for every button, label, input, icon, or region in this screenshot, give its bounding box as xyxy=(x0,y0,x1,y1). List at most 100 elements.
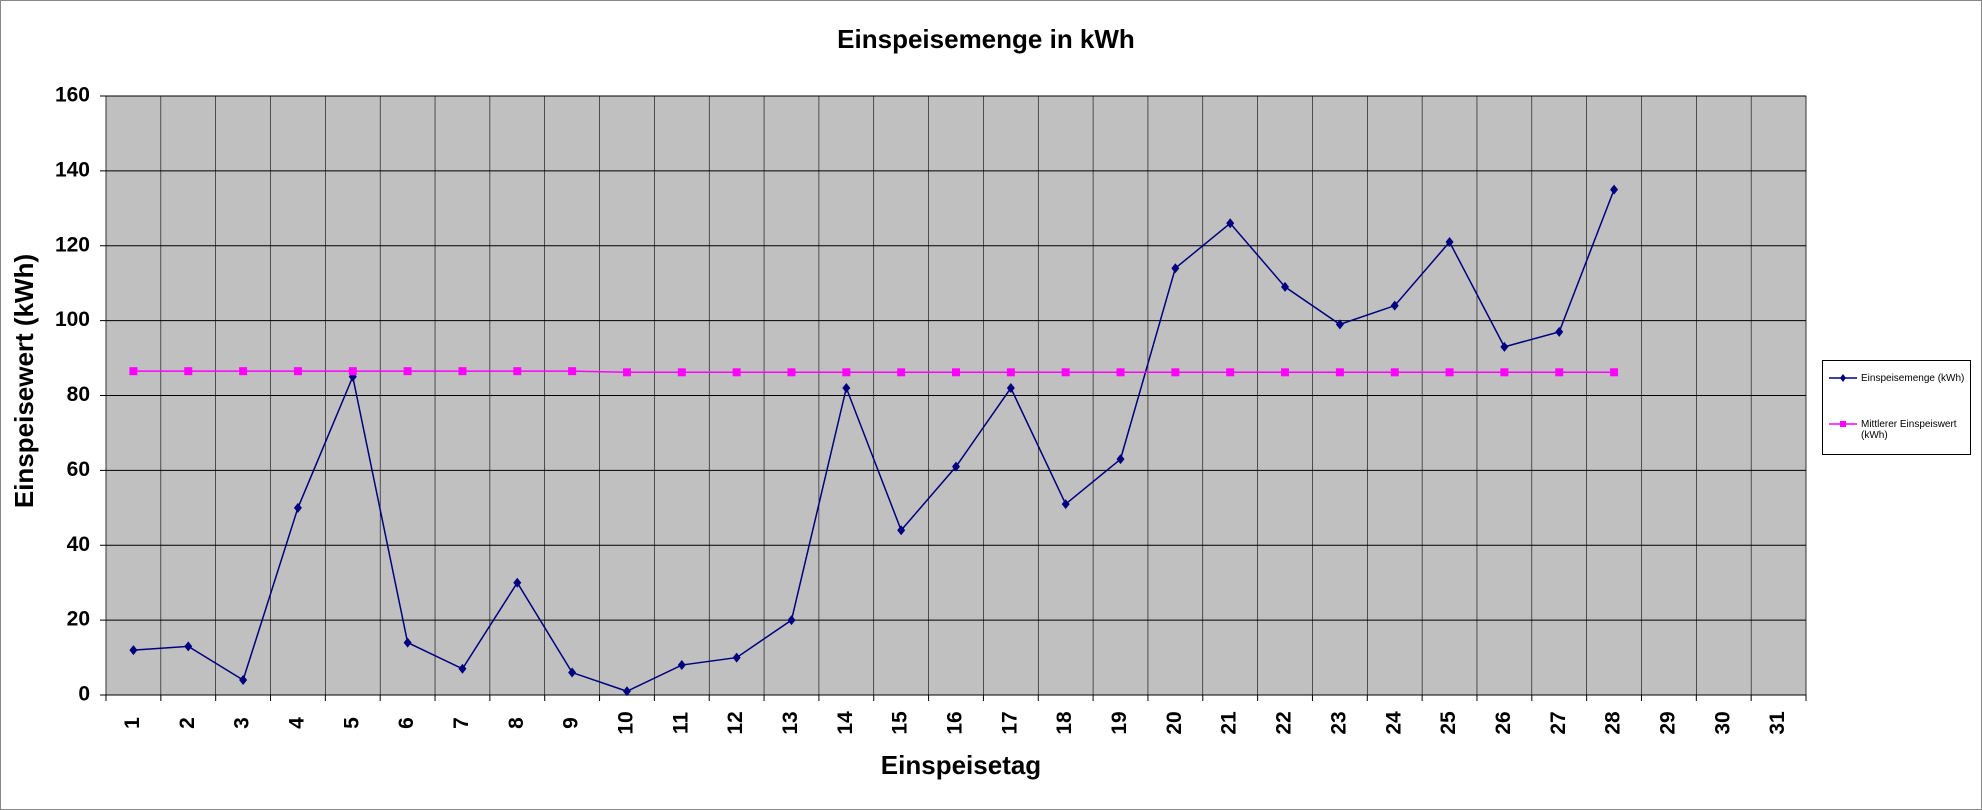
marker xyxy=(1006,383,1015,394)
y-tick-label: 40 xyxy=(67,533,90,556)
marker xyxy=(732,652,741,663)
marker xyxy=(1226,218,1235,229)
legend-item: Mittlerer Einspeiswert (kWh) xyxy=(1829,419,1966,441)
x-tick-label: 5 xyxy=(340,717,363,729)
x-tick-label: 1 xyxy=(121,717,144,729)
y-tick-label: 0 xyxy=(78,683,90,706)
marker xyxy=(1555,368,1564,377)
x-tick-label: 24 xyxy=(1382,711,1405,735)
x-tick-label: 29 xyxy=(1656,711,1679,734)
x-tick-label: 17 xyxy=(998,711,1021,734)
marker xyxy=(1061,499,1070,510)
marker xyxy=(184,641,193,652)
marker xyxy=(458,367,467,376)
marker xyxy=(513,367,522,376)
x-tick-label: 14 xyxy=(834,711,857,735)
y-tick-label: 120 xyxy=(55,233,90,256)
x-tick-label: 19 xyxy=(1108,711,1131,734)
marker xyxy=(897,368,906,377)
y-tick-label: 60 xyxy=(67,458,90,481)
marker xyxy=(513,577,522,588)
marker xyxy=(129,367,138,376)
marker xyxy=(1390,300,1399,311)
x-tick-label: 13 xyxy=(779,711,802,734)
marker xyxy=(897,525,906,536)
marker xyxy=(1281,281,1290,292)
marker xyxy=(1061,368,1070,377)
x-tick-label: 18 xyxy=(1053,711,1076,735)
marker xyxy=(458,663,467,674)
marker xyxy=(129,645,138,656)
marker xyxy=(677,660,686,671)
marker xyxy=(677,368,686,377)
legend-item: Einspeisemenge (kWh) xyxy=(1829,373,1966,384)
x-tick-label: 10 xyxy=(615,711,638,734)
marker xyxy=(787,368,796,377)
x-tick-label: 30 xyxy=(1711,711,1734,734)
y-tick-label: 140 xyxy=(55,158,90,181)
marker xyxy=(1500,368,1509,377)
x-tick-label: 3 xyxy=(231,717,254,729)
y-tick-label: 160 xyxy=(55,84,90,107)
x-tick-label: 20 xyxy=(1163,711,1186,734)
marker xyxy=(1281,368,1290,377)
x-tick-label: 31 xyxy=(1766,711,1789,735)
series-line xyxy=(133,370,1615,374)
marker xyxy=(1500,341,1509,352)
y-tick-label: 100 xyxy=(55,308,90,331)
legend-marker xyxy=(1840,421,1846,427)
marker xyxy=(239,367,248,376)
legend-swatch xyxy=(1829,421,1857,427)
marker xyxy=(1610,368,1619,377)
legend: Einspeisemenge (kWh) Mittlerer Einspeiswe… xyxy=(1822,360,1971,455)
x-tick-label: 27 xyxy=(1547,711,1570,734)
legend-marker xyxy=(1840,374,1846,382)
marker xyxy=(1226,368,1235,377)
marker xyxy=(1116,454,1125,465)
x-tick-label: 8 xyxy=(505,717,528,729)
x-tick-label: 23 xyxy=(1327,711,1350,734)
y-axis-label: Einspeisewert (kWh) xyxy=(9,254,39,508)
marker xyxy=(952,461,960,472)
marker xyxy=(1335,319,1344,330)
marker xyxy=(403,637,412,648)
x-tick-label: 22 xyxy=(1273,711,1296,734)
marker xyxy=(622,686,631,697)
x-tick-label: 11 xyxy=(669,712,692,735)
y-tick-label: 80 xyxy=(67,383,90,406)
marker xyxy=(184,367,193,376)
legend-label: Mittlerer Einspeiswert (kWh) xyxy=(1861,419,1957,441)
marker xyxy=(293,502,302,513)
marker xyxy=(1006,368,1015,377)
marker xyxy=(1171,368,1180,377)
marker xyxy=(952,368,960,377)
x-tick-label: 15 xyxy=(889,711,912,735)
x-tick-label: 28 xyxy=(1602,711,1625,735)
marker xyxy=(568,667,577,678)
x-tick-label: 6 xyxy=(395,717,418,729)
series-line xyxy=(133,189,1615,693)
marker xyxy=(1116,368,1125,377)
marker xyxy=(1555,326,1564,337)
marker xyxy=(732,368,741,377)
marker xyxy=(1390,368,1399,377)
x-tick-label: 7 xyxy=(450,717,473,729)
x-tick-label: 12 xyxy=(724,711,747,734)
marker xyxy=(1335,368,1344,377)
marker xyxy=(403,367,412,376)
marker xyxy=(293,367,302,376)
x-tick-label: 21 xyxy=(1218,711,1241,735)
marker xyxy=(1445,237,1454,248)
legend-label: Einspeisemenge (kWh) xyxy=(1861,373,1965,384)
x-axis-label: Einspeisetag xyxy=(881,750,1041,780)
marker xyxy=(787,615,796,626)
marker xyxy=(842,368,851,377)
x-tick-label: 4 xyxy=(285,717,308,729)
x-tick-label: 2 xyxy=(176,717,199,729)
x-tick-label: 25 xyxy=(1437,711,1460,735)
marker xyxy=(622,368,631,377)
x-tick-label: 9 xyxy=(560,717,583,729)
x-tick-label: 26 xyxy=(1492,711,1515,734)
